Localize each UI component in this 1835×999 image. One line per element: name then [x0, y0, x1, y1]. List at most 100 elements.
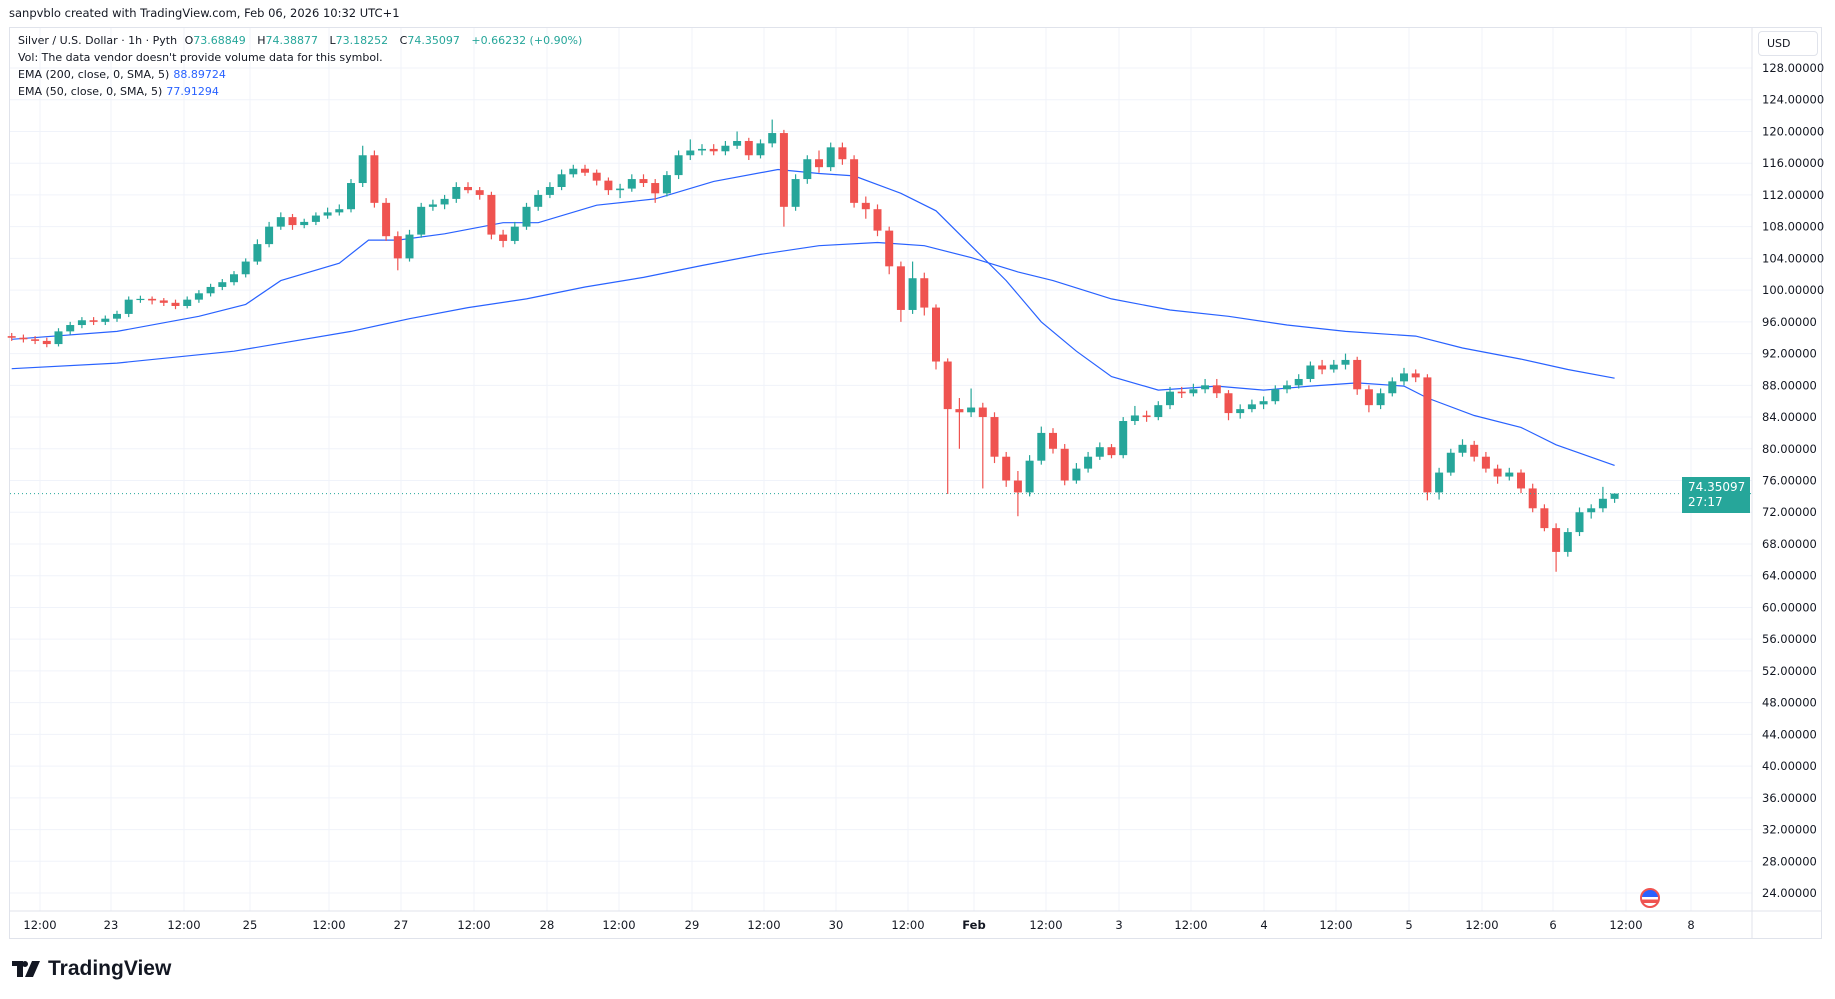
- symbol-legend[interactable]: Silver / U.S. Dollar · 1h · Pyth O73.688…: [18, 34, 586, 47]
- candle-up[interactable]: [756, 139, 765, 159]
- candle-up[interactable]: [1388, 377, 1397, 397]
- candle-up[interactable]: [1505, 467, 1514, 481]
- candle-down[interactable]: [1002, 451, 1011, 487]
- candle-up[interactable]: [417, 202, 426, 238]
- candle-up[interactable]: [557, 169, 566, 191]
- candle-down[interactable]: [943, 358, 952, 495]
- candle-down[interactable]: [1177, 386, 1186, 399]
- candle-down[interactable]: [920, 272, 929, 316]
- candle-down[interactable]: [19, 334, 28, 343]
- candle-up[interactable]: [1283, 380, 1291, 394]
- candle-down[interactable]: [89, 317, 98, 326]
- candle-down[interactable]: [651, 179, 660, 203]
- candle-up[interactable]: [1400, 367, 1408, 386]
- candle-up[interactable]: [54, 328, 63, 347]
- candle-up[interactable]: [1610, 493, 1619, 503]
- candle-down[interactable]: [1364, 385, 1373, 413]
- candle-up[interactable]: [265, 221, 274, 248]
- candle-up[interactable]: [627, 174, 636, 192]
- candle-up[interactable]: [1575, 507, 1584, 537]
- candle-down[interactable]: [1411, 369, 1420, 383]
- candle-down[interactable]: [592, 169, 601, 186]
- candle-up[interactable]: [1095, 442, 1104, 460]
- candle-up[interactable]: [113, 310, 121, 322]
- candle-up[interactable]: [826, 142, 835, 172]
- candle-down[interactable]: [288, 213, 297, 230]
- candle-up[interactable]: [101, 315, 110, 326]
- candle-up[interactable]: [791, 174, 800, 211]
- candle-down[interactable]: [861, 196, 870, 219]
- candle-down[interactable]: [499, 229, 508, 248]
- candle-down[interactable]: [885, 226, 894, 275]
- candle-up[interactable]: [698, 144, 706, 156]
- volume-legend[interactable]: Vol: The data vendor doesn't provide vol…: [18, 51, 387, 64]
- candle-up[interactable]: [768, 119, 777, 148]
- candle-down[interactable]: [464, 182, 472, 194]
- candle-up[interactable]: [721, 140, 730, 156]
- candle-up[interactable]: [1119, 417, 1128, 459]
- candle-down[interactable]: [1353, 356, 1362, 395]
- candle-down[interactable]: [744, 137, 753, 161]
- candle-down[interactable]: [1470, 440, 1479, 462]
- candle-down[interactable]: [1552, 523, 1561, 572]
- candle-up[interactable]: [358, 145, 367, 187]
- candle-up[interactable]: [1587, 504, 1596, 519]
- candle-down[interactable]: [990, 412, 999, 464]
- candle-down[interactable]: [838, 142, 847, 165]
- candle-down[interactable]: [1224, 390, 1233, 421]
- candle-down[interactable]: [487, 191, 496, 240]
- candle-up[interactable]: [686, 139, 695, 161]
- candle-down[interactable]: [604, 177, 613, 195]
- candle-up[interactable]: [335, 204, 344, 216]
- candle-up[interactable]: [1130, 405, 1139, 425]
- candle-down[interactable]: [639, 174, 648, 187]
- candle-up[interactable]: [1247, 399, 1256, 413]
- candle-up[interactable]: [1236, 404, 1245, 419]
- candle-up[interactable]: [1446, 448, 1455, 476]
- candle-down[interactable]: [1049, 428, 1057, 454]
- candle-up[interactable]: [66, 321, 75, 335]
- ema50-line[interactable]: [11, 168, 1615, 466]
- candle-down[interactable]: [709, 144, 718, 156]
- candle-down[interactable]: [1212, 378, 1221, 399]
- candle-up[interactable]: [1341, 353, 1350, 370]
- candle-up[interactable]: [1259, 396, 1268, 410]
- tradingview-logo[interactable]: TradingView: [12, 957, 171, 981]
- candle-up[interactable]: [569, 164, 578, 178]
- currency-button[interactable]: USD: [1758, 31, 1818, 56]
- candle-down[interactable]: [955, 398, 964, 449]
- us-flag-icon[interactable]: [1640, 888, 1660, 908]
- candle-up[interactable]: [440, 194, 449, 210]
- candle-up[interactable]: [545, 182, 554, 199]
- candle-down[interactable]: [932, 304, 940, 370]
- candle-up[interactable]: [1458, 439, 1467, 457]
- candle-up[interactable]: [1376, 388, 1385, 410]
- candle-up[interactable]: [1166, 386, 1174, 410]
- candle-up[interactable]: [428, 199, 437, 211]
- candle-up[interactable]: [1435, 467, 1444, 500]
- candle-up[interactable]: [77, 317, 86, 329]
- candle-up[interactable]: [300, 218, 309, 229]
- candle-up[interactable]: [1084, 451, 1093, 473]
- candle-up[interactable]: [803, 155, 812, 184]
- candle-down[interactable]: [42, 337, 51, 348]
- candle-up[interactable]: [534, 190, 543, 211]
- candle-down[interactable]: [978, 402, 987, 489]
- candle-down[interactable]: [382, 198, 391, 241]
- candle-down[interactable]: [1060, 444, 1069, 486]
- candle-up[interactable]: [183, 296, 192, 309]
- ema200-line[interactable]: [11, 241, 1615, 379]
- candle-down[interactable]: [7, 332, 16, 341]
- candle-up[interactable]: [241, 258, 250, 278]
- candle-down[interactable]: [370, 150, 379, 208]
- candle-down[interactable]: [815, 150, 823, 173]
- candle-up[interactable]: [1201, 378, 1210, 394]
- candle-down[interactable]: [1423, 374, 1432, 501]
- candle-up[interactable]: [253, 239, 262, 265]
- candle-down[interactable]: [159, 298, 168, 306]
- candle-up[interactable]: [1271, 385, 1280, 405]
- candle-down[interactable]: [31, 336, 40, 345]
- candle-up[interactable]: [452, 182, 461, 203]
- candle-up[interactable]: [136, 295, 145, 303]
- candle-down[interactable]: [779, 129, 788, 227]
